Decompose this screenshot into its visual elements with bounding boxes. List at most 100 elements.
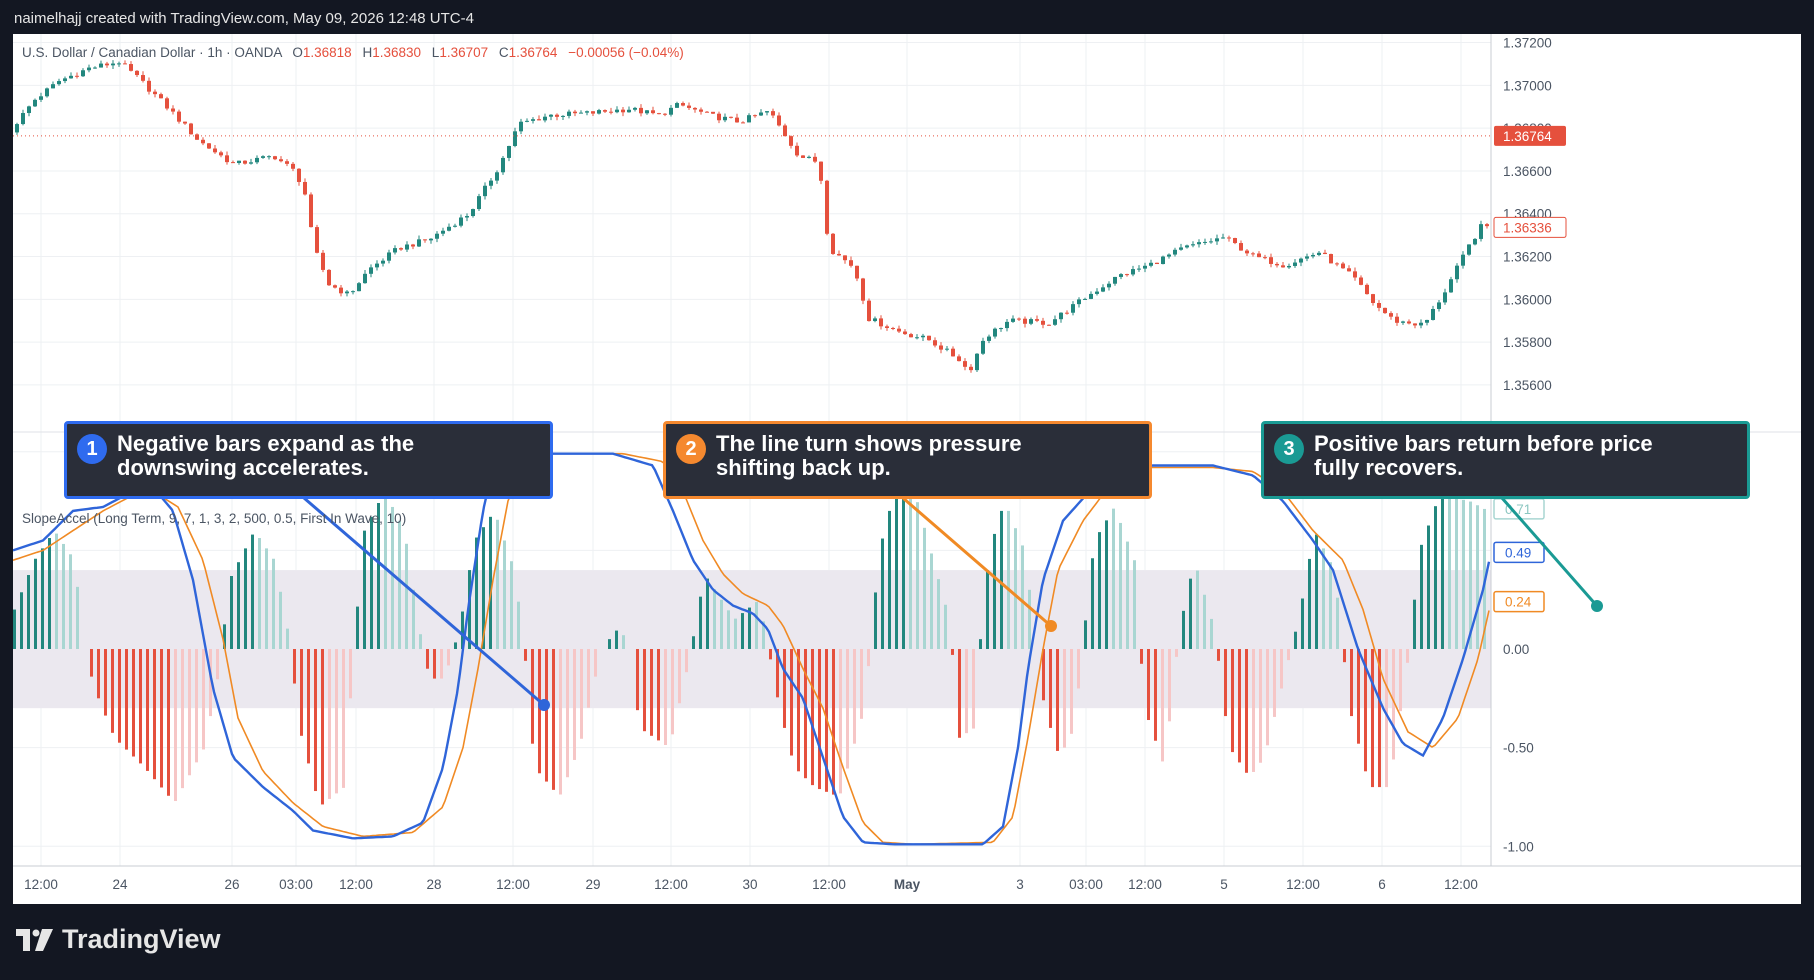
candle-body [1203, 241, 1207, 243]
histogram-bar [587, 649, 590, 708]
candle-body [321, 252, 325, 270]
candle-body [681, 103, 685, 106]
candle-body [1269, 257, 1273, 264]
histogram-bar [1056, 649, 1059, 751]
histogram-bar [1350, 649, 1353, 717]
candle-body [45, 88, 49, 97]
histogram-bar [125, 649, 128, 750]
histogram-bar [748, 607, 751, 649]
indicator-value-tag-label: 0.71 [1505, 502, 1531, 517]
histogram-bar [1364, 649, 1367, 772]
candle-body [1041, 320, 1045, 325]
histogram-bar [69, 554, 72, 649]
candle-body [51, 84, 55, 89]
candle-body [387, 252, 391, 261]
histogram-bar [251, 534, 254, 649]
candle-body [1461, 254, 1465, 266]
candle-body [1161, 256, 1165, 265]
candle-body [765, 111, 769, 113]
tradingview-logo[interactable]: TradingView [16, 924, 221, 955]
histogram-bar [727, 610, 730, 649]
price-axis-tick-label: 1.37200 [1503, 36, 1552, 51]
candle-body [129, 64, 133, 71]
histogram-bar [1077, 649, 1080, 689]
histogram-bar [146, 649, 149, 771]
histogram-bar [1441, 495, 1444, 649]
time-axis-tick-label: 12:00 [496, 877, 530, 892]
histogram-bar [1301, 598, 1304, 649]
candle-body [1311, 254, 1315, 257]
histogram-bar [741, 613, 744, 649]
time-axis-tick-label: 3 [1016, 877, 1024, 892]
histogram-bar [1091, 558, 1094, 649]
histogram-bar [1084, 620, 1087, 649]
candle-body [1401, 321, 1405, 323]
time-axis-tick-label: 30 [742, 877, 757, 892]
histogram-bar [216, 649, 219, 680]
time-axis-tick-label: 29 [585, 877, 600, 892]
histogram-bar [846, 649, 849, 769]
histogram-bar [594, 649, 597, 677]
candle-body [825, 180, 829, 234]
histogram-bar [804, 649, 807, 779]
candle-body [1365, 284, 1369, 295]
histogram-bar [496, 519, 499, 649]
candle-body [531, 119, 535, 121]
histogram-bar [615, 630, 618, 649]
candle-body [561, 115, 565, 117]
histogram-bar [195, 649, 198, 763]
candle-body [1293, 262, 1297, 266]
candle-body [651, 110, 655, 114]
histogram-bar [48, 538, 51, 649]
candle-body [99, 63, 103, 68]
histogram-bar [440, 649, 443, 679]
candle-body [87, 67, 91, 71]
candle-body [933, 340, 937, 346]
histogram-bar [818, 649, 821, 790]
candle-body [1023, 318, 1027, 324]
histogram-bar [1231, 649, 1234, 753]
histogram-bar [342, 649, 345, 788]
candle-body [423, 239, 427, 241]
candle-body [867, 300, 871, 322]
tradingview-logo-text: TradingView [62, 924, 221, 954]
histogram-bar [1343, 649, 1346, 663]
candle-body [219, 152, 223, 156]
callout-pointer-dot [538, 699, 550, 711]
histogram-bar [685, 649, 688, 673]
histogram-bar [321, 649, 324, 805]
histogram-bar [286, 628, 289, 649]
callout-line-2: fully recovers. [1314, 455, 1464, 480]
histogram-bar [174, 649, 177, 802]
candle-body [105, 63, 109, 66]
candle-body [519, 121, 523, 132]
candle-body [831, 233, 835, 254]
callout-pointer-line [1500, 497, 1599, 607]
ref-price-tag-label: 1.36336 [1503, 220, 1552, 235]
candle-body [1425, 319, 1429, 323]
histogram-bar [1168, 649, 1171, 722]
histogram-bar [335, 649, 338, 794]
candle-body [621, 109, 625, 113]
histogram-bar [881, 538, 884, 649]
candle-body [1047, 324, 1051, 326]
time-axis-tick-label: 26 [224, 877, 239, 892]
histogram-bar [839, 649, 842, 794]
candle-body [843, 255, 847, 261]
candle-body [225, 155, 229, 163]
histogram-bar [139, 649, 142, 764]
histogram-bar [1329, 562, 1332, 649]
callout-pointer-line [902, 496, 1052, 628]
candle-body [789, 136, 793, 146]
candle-body [981, 340, 985, 354]
histogram-bar [1259, 649, 1262, 763]
histogram-bar [377, 503, 380, 649]
candle-body [465, 216, 469, 218]
candle-body [1017, 318, 1021, 320]
candle-body [1449, 279, 1453, 293]
candle-body [1035, 319, 1039, 321]
candle-body [495, 172, 499, 181]
candle-body [1473, 238, 1477, 245]
candle-body [1197, 242, 1201, 245]
histogram-bar [405, 543, 408, 649]
